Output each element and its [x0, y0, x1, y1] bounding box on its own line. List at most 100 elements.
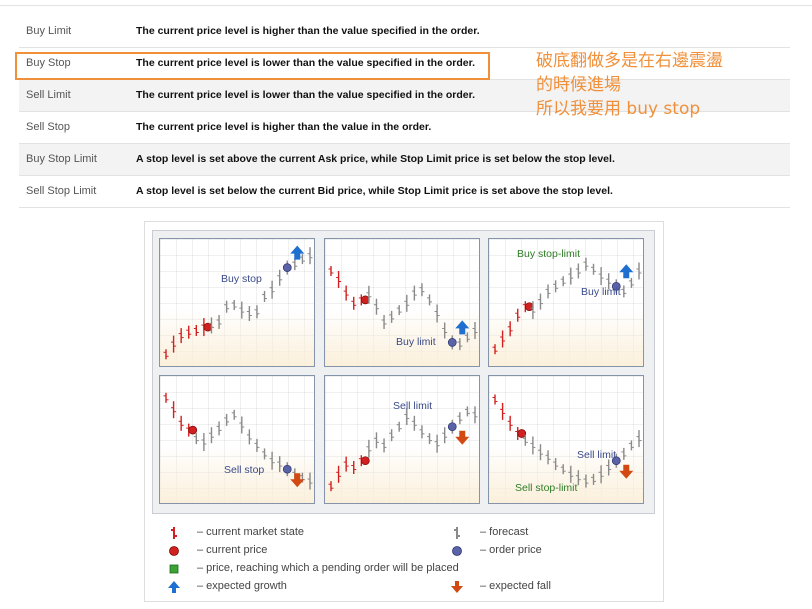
- order-types-diagram: Buy stop Buy limit Buy stop-limit Buy li…: [144, 221, 664, 602]
- forecast-icon: [454, 527, 460, 539]
- legend-text: – price, reaching which a pending order …: [197, 562, 459, 574]
- forecast-bar: [411, 285, 417, 301]
- forecast-bar: [381, 315, 387, 329]
- market-bar: [507, 415, 513, 431]
- panel-buy-limit: Buy limit: [324, 238, 480, 367]
- forecast-bar: [621, 285, 627, 298]
- forecast-bar: [246, 429, 252, 445]
- forecast-bar: [224, 413, 230, 426]
- pending-order-table: Buy Limit The current price level is hig…: [19, 16, 790, 208]
- forecast-bar: [553, 280, 559, 293]
- market-bar: [193, 325, 199, 336]
- current-price-marker: [524, 302, 534, 312]
- forecast-bar: [239, 416, 245, 434]
- forecast-bar: [464, 332, 470, 343]
- current-market-state-icon: [171, 527, 177, 539]
- forecast-bar: [269, 451, 275, 470]
- forecast-bar: [553, 458, 559, 471]
- forecast-bar: [606, 273, 612, 290]
- forecast-bar: [366, 439, 372, 458]
- forecast-bar: [389, 429, 395, 442]
- market-bar: [515, 308, 521, 322]
- forecast-bar: [591, 263, 597, 275]
- top-divider: [0, 5, 812, 6]
- forecast-bar: [434, 304, 440, 323]
- note-line: 的時候進場: [536, 75, 621, 95]
- forecast-bar: [396, 421, 402, 432]
- order-description: A stop level is set below the current Bi…: [136, 185, 613, 197]
- market-bar: [343, 456, 349, 472]
- order-price-icon: [452, 546, 462, 556]
- label-sell-limit: Sell limit: [577, 449, 617, 461]
- forecast-bar: [522, 434, 528, 446]
- forecast-bar: [299, 254, 305, 265]
- order-type: Sell Stop Limit: [26, 185, 97, 197]
- label-sell-limit: Sell limit: [393, 400, 433, 412]
- table-row: Sell Stop Limit A stop level is set belo…: [19, 176, 790, 208]
- forecast-bar: [628, 277, 634, 288]
- current-price-marker: [188, 425, 198, 435]
- market-bar: [507, 321, 513, 337]
- panel-sell-limit: Sell limit: [324, 375, 480, 504]
- order-type: Buy Limit: [26, 25, 72, 37]
- order-price-marker: [447, 338, 457, 347]
- order-price-marker: [282, 464, 292, 474]
- forecast-bar: [201, 433, 207, 451]
- order-type: Sell Stop: [26, 121, 71, 133]
- chart-sell-stop-limit: [492, 394, 642, 488]
- forecast-bar: [575, 263, 581, 279]
- forecast-bar: [224, 300, 230, 313]
- forecast-bar: [381, 438, 387, 453]
- order-type: Sell Limit: [26, 89, 71, 101]
- forecast-bar: [373, 298, 379, 315]
- order-price-marker: [447, 422, 457, 432]
- panel-buy-stop-limit: Buy stop-limit Buy limit: [488, 238, 644, 367]
- chart-buy-stop-limit: [492, 257, 642, 355]
- expected-fall-arrow: [619, 464, 634, 479]
- forecast-bar: [269, 280, 275, 299]
- forecast-bar: [216, 421, 222, 436]
- current-price-marker: [517, 429, 527, 438]
- forecast-bar: [307, 247, 313, 265]
- forecast-bar: [442, 322, 448, 339]
- forecast-bar: [598, 465, 604, 484]
- panel-sell-stop-limit: Sell limit Sell stop-limit: [488, 375, 644, 504]
- label-buy-limit: Buy limit: [581, 286, 621, 298]
- chart-buy-limit: [328, 266, 478, 351]
- current-price-marker: [203, 322, 213, 332]
- panel-buy-stop: Buy stop: [159, 238, 315, 367]
- chart-sell-limit: [328, 406, 478, 492]
- forecast-bar: [560, 464, 566, 475]
- market-bar: [336, 271, 342, 288]
- label-sell-stop-limit: Sell stop-limit: [515, 482, 578, 494]
- current-price-marker: [360, 456, 370, 466]
- forecast-bar: [434, 434, 440, 453]
- forecast-bar: [404, 408, 410, 425]
- order-description: The current price level is lower than th…: [136, 57, 476, 69]
- table-row: Sell Limit The current price level is lo…: [19, 80, 790, 112]
- forecast-bar: [208, 427, 214, 444]
- label-sell-stop: Sell stop: [224, 464, 265, 476]
- order-type: Buy Stop Limit: [26, 153, 97, 165]
- forecast-bar: [575, 470, 581, 486]
- forecast-bar: [568, 267, 574, 285]
- forecast-bar: [530, 436, 536, 455]
- forecast-bar: [457, 412, 463, 425]
- forecast-bar: [389, 310, 395, 323]
- forecast-bar: [530, 301, 536, 320]
- forecast-bar: [307, 472, 313, 490]
- market-bar: [492, 344, 498, 355]
- note-line: 破底翻做多是在右邊震盪: [536, 51, 723, 71]
- expected-fall-arrow: [290, 473, 305, 488]
- forecast-bar: [457, 338, 463, 351]
- market-bar: [186, 325, 192, 339]
- legend-text: – expected growth: [197, 580, 287, 592]
- forecast-bar: [591, 473, 597, 485]
- forecast-bar: [568, 465, 574, 483]
- forecast-bar: [427, 433, 433, 445]
- market-bar: [171, 401, 177, 419]
- market-bar: [328, 481, 334, 492]
- expected-growth-arrow: [619, 264, 634, 279]
- forecast-bar: [254, 305, 260, 319]
- forecast-bar: [419, 283, 425, 297]
